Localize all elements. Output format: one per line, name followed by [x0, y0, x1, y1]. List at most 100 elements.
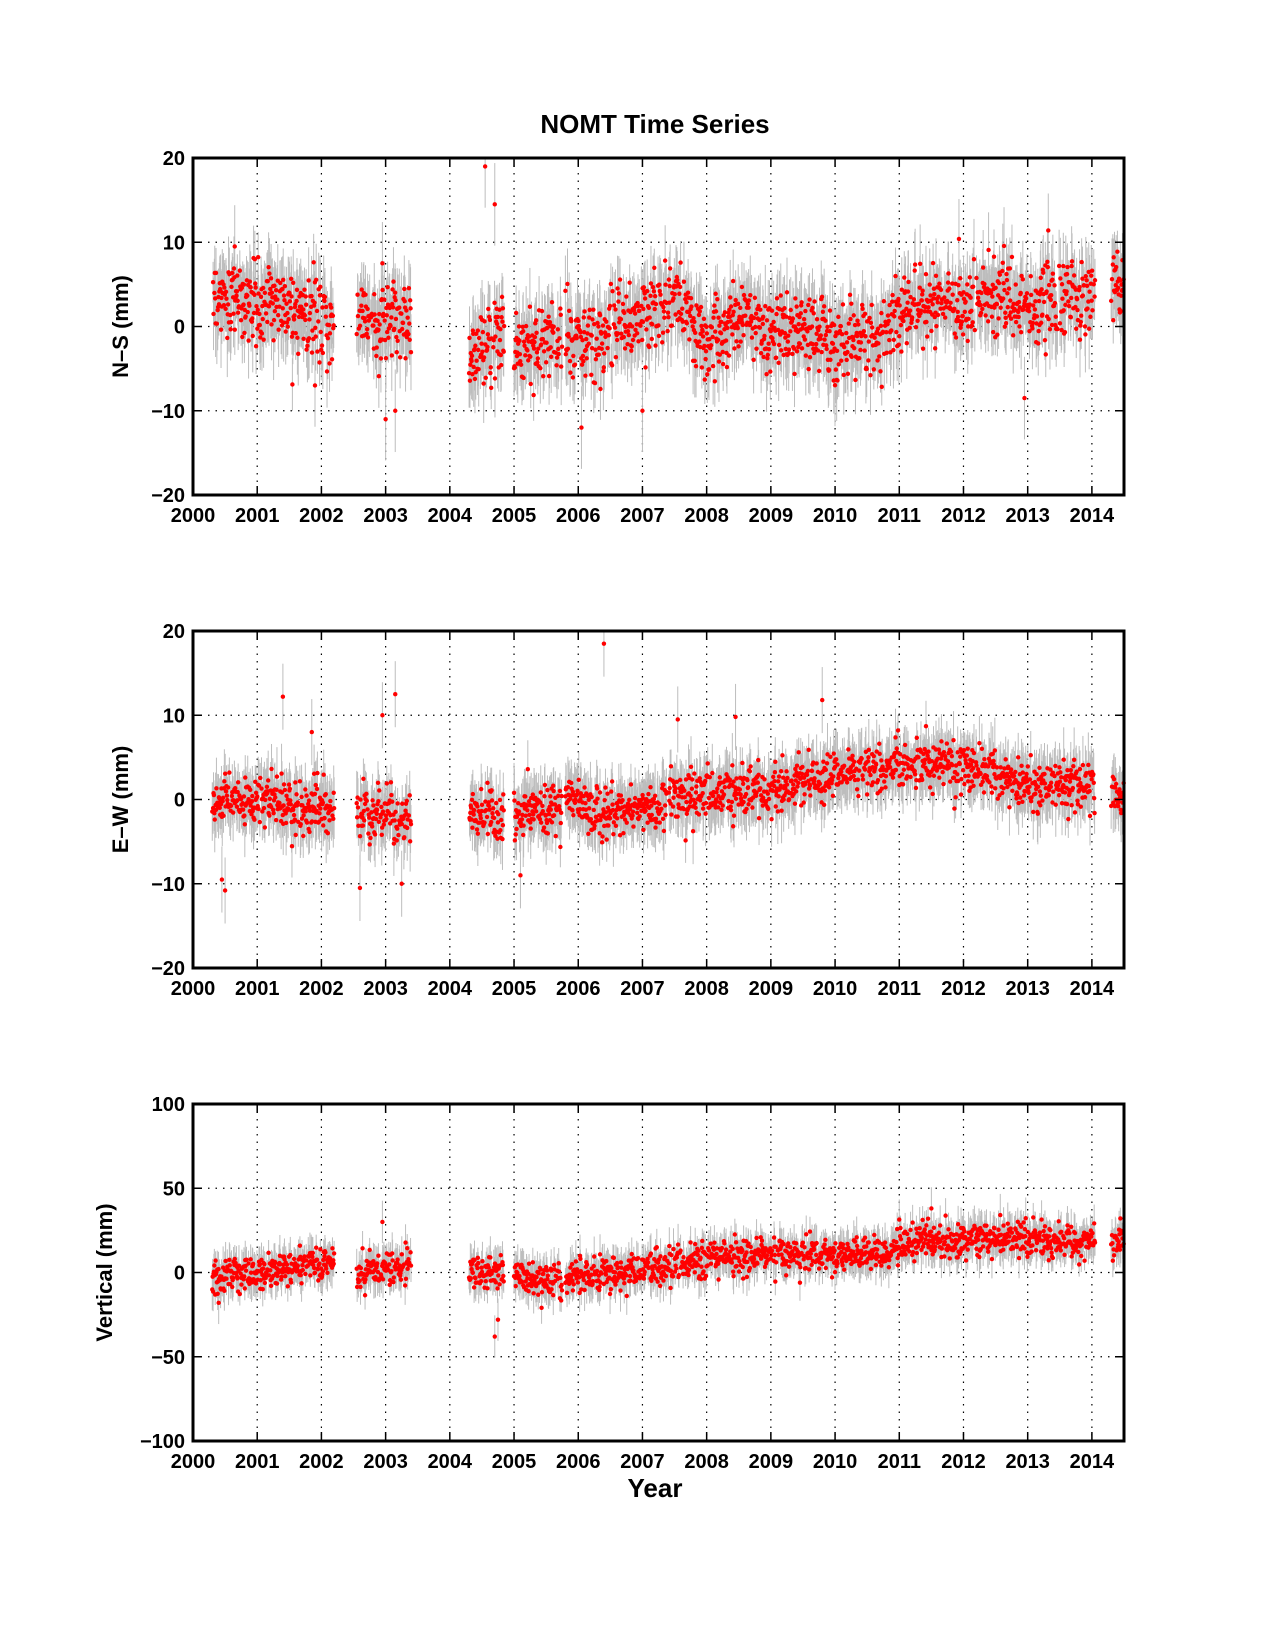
data-point	[1027, 328, 1032, 334]
data-point	[1061, 308, 1066, 313]
data-point	[254, 303, 259, 309]
data-point	[748, 293, 753, 298]
data-point	[521, 329, 526, 334]
data-point	[754, 346, 759, 351]
data-point	[1022, 395, 1027, 401]
data-point	[908, 294, 913, 300]
data-point	[875, 326, 881, 331]
data-point	[831, 322, 837, 328]
data-point	[622, 346, 628, 351]
data-point	[497, 337, 503, 343]
data-point	[604, 319, 609, 324]
data-point	[1002, 324, 1008, 329]
data-point	[269, 322, 274, 327]
data-point	[295, 335, 300, 340]
data-point	[997, 272, 1003, 277]
data-point	[640, 408, 645, 413]
data-point	[656, 333, 662, 339]
data-point	[221, 303, 227, 308]
data-point	[894, 329, 899, 335]
data-point	[996, 316, 1001, 321]
data-point	[283, 329, 288, 334]
data-point	[710, 363, 716, 369]
data-point	[304, 347, 309, 352]
data-point	[535, 356, 541, 361]
data-point	[910, 315, 915, 320]
data-point	[982, 281, 987, 287]
data-point	[225, 335, 230, 341]
data-point	[989, 314, 995, 319]
data-point	[289, 334, 295, 339]
data-point	[972, 327, 978, 333]
data-point	[229, 284, 234, 290]
data-point	[551, 324, 556, 329]
data-point	[270, 301, 275, 306]
data-point	[258, 294, 264, 300]
data-point	[293, 331, 298, 336]
data-point	[314, 308, 320, 314]
data-point	[819, 349, 824, 355]
data-point	[589, 333, 594, 338]
data-point	[665, 310, 671, 315]
data-point	[820, 309, 826, 314]
data-point	[640, 319, 646, 325]
data-point	[955, 309, 960, 315]
data-point	[1078, 323, 1083, 328]
data-point	[392, 326, 397, 331]
data-point	[576, 323, 581, 329]
y-tick-label: 10	[163, 232, 185, 254]
data-point	[544, 325, 550, 331]
data-point	[845, 371, 851, 377]
data-point	[689, 304, 694, 309]
data-point	[629, 348, 634, 353]
data-point	[386, 335, 391, 340]
data-point	[692, 319, 697, 325]
data-point	[915, 318, 920, 323]
data-point	[995, 332, 1000, 337]
data-point	[246, 338, 251, 343]
data-point	[1036, 341, 1041, 346]
data-point	[726, 353, 732, 358]
data-point	[876, 341, 881, 346]
data-point	[498, 326, 503, 332]
data-point	[849, 354, 854, 360]
data-point	[528, 354, 533, 359]
data-point	[406, 331, 411, 337]
data-point	[1048, 297, 1053, 303]
data-point	[787, 315, 792, 320]
data-point	[818, 336, 823, 342]
data-point	[305, 343, 310, 349]
data-point	[578, 330, 583, 335]
data-point	[715, 296, 720, 302]
data-point	[694, 303, 699, 308]
data-point	[482, 319, 487, 324]
data-point	[806, 302, 811, 308]
data-point	[372, 292, 377, 297]
data-point	[661, 309, 667, 314]
data-point	[499, 315, 504, 320]
data-point	[793, 296, 798, 301]
data-point	[520, 324, 525, 330]
data-point	[955, 314, 961, 320]
data-point	[374, 345, 379, 350]
data-point	[904, 340, 909, 346]
data-point	[365, 335, 371, 340]
data-point	[1113, 264, 1119, 270]
data-point	[958, 276, 963, 281]
data-point	[325, 336, 331, 341]
data-point	[1061, 263, 1066, 269]
data-point	[541, 349, 547, 354]
data-point	[752, 295, 758, 301]
data-point	[547, 319, 553, 325]
data-point	[646, 305, 652, 310]
data-point	[303, 317, 308, 323]
data-point	[1086, 299, 1091, 304]
data-point	[680, 306, 685, 311]
data-point	[397, 355, 403, 360]
data-point	[322, 294, 328, 300]
data-point	[1003, 321, 1009, 326]
data-point	[230, 270, 235, 276]
data-point	[1000, 268, 1005, 274]
data-point	[675, 277, 680, 283]
data-point	[389, 315, 394, 320]
